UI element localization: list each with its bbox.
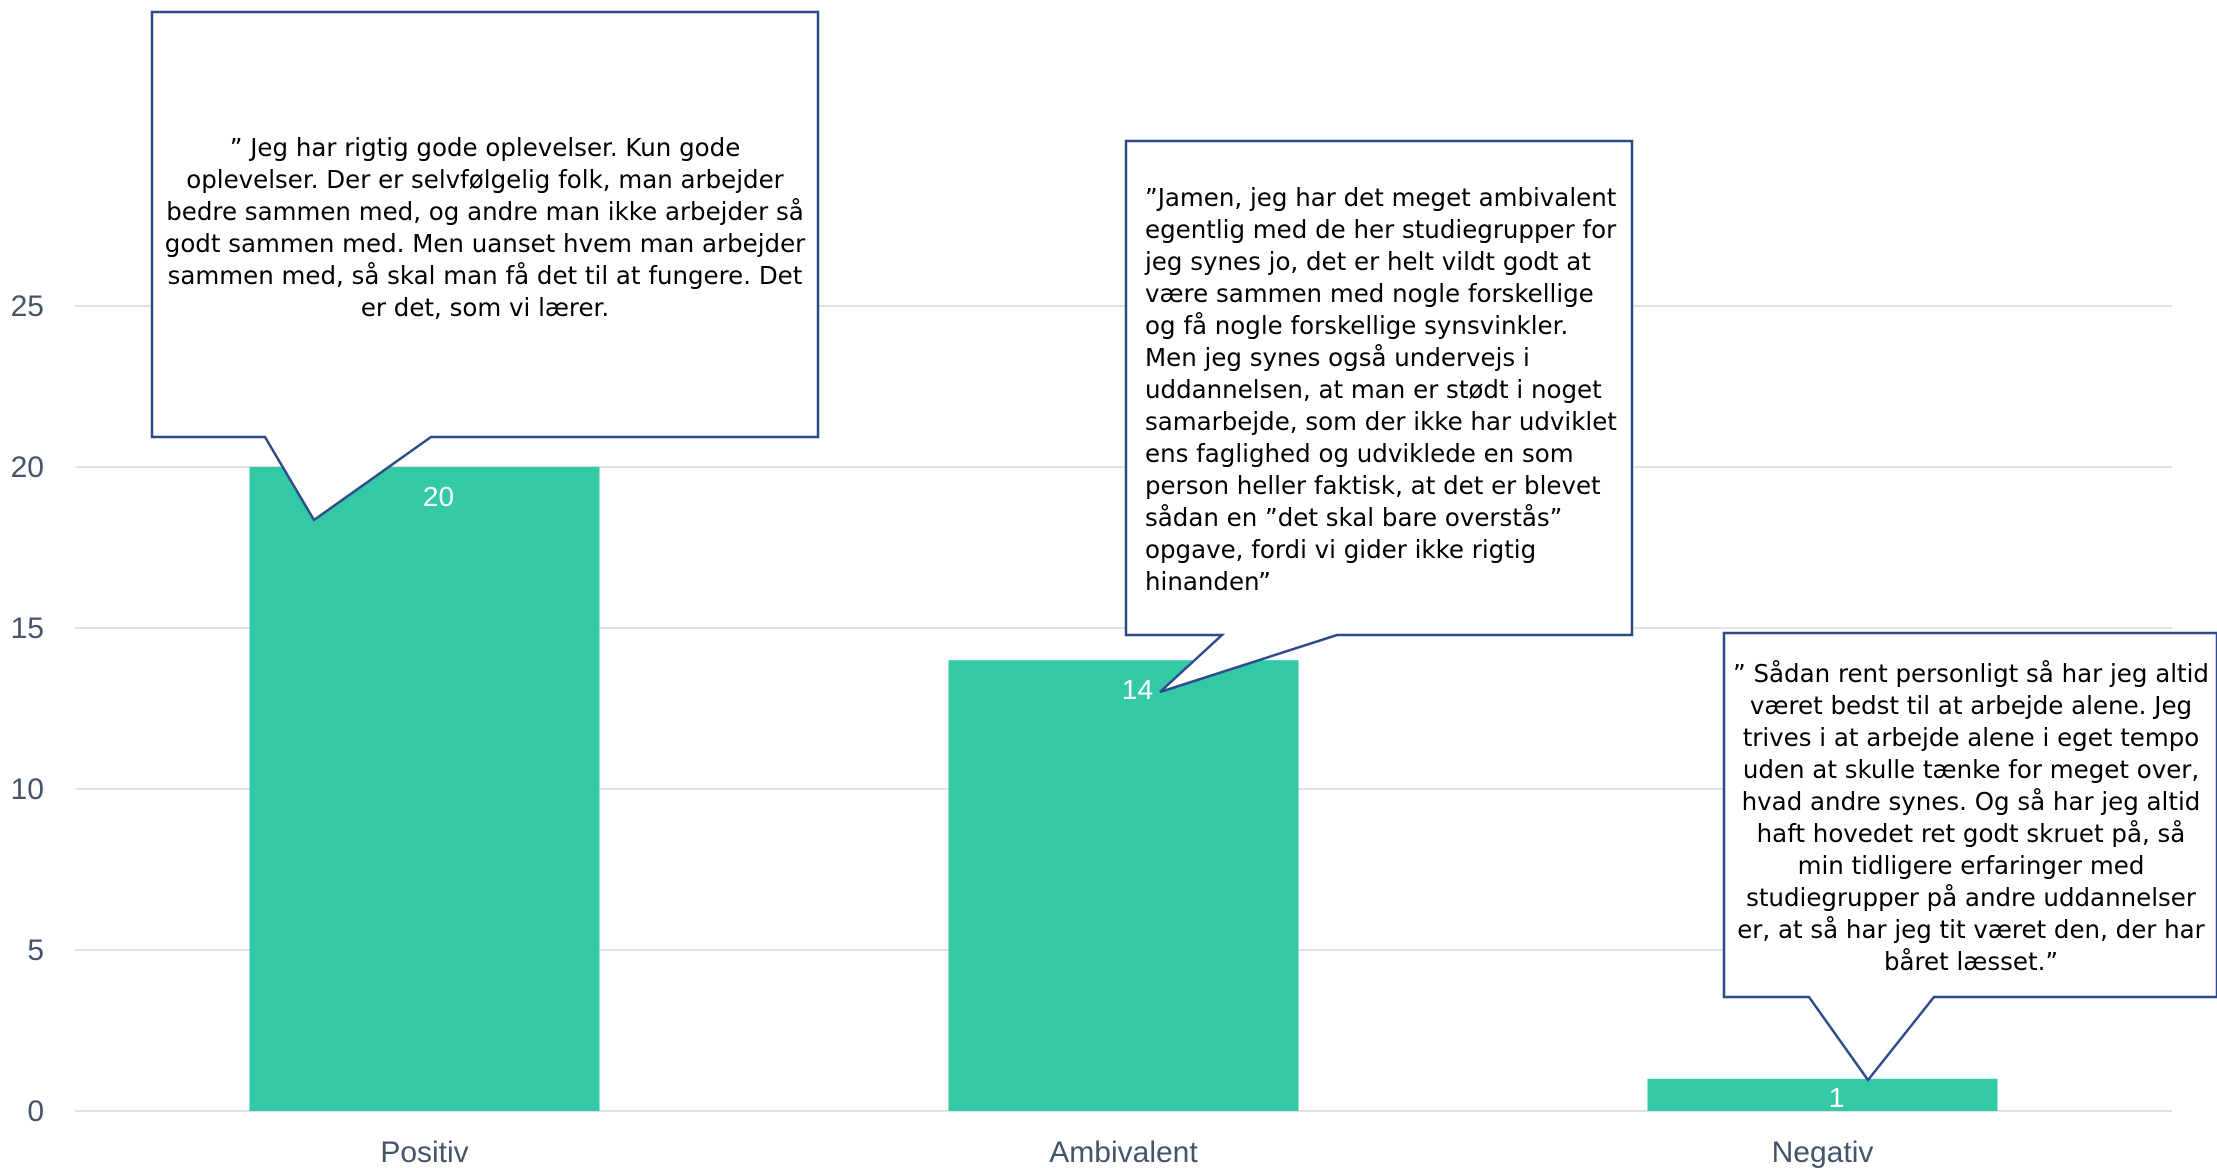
y-tick-label: 25 — [11, 290, 44, 323]
y-tick-label: 5 — [27, 934, 44, 967]
bar-positiv — [249, 467, 600, 1111]
callout-line: ” Sådan rent personligt så har jeg altid — [1733, 659, 2209, 688]
callout-line: opgave, fordi vi gider ikke rigtig — [1145, 535, 1537, 564]
callout-negativ: ” Sådan rent personligt så har jeg altid… — [1726, 658, 2216, 978]
callout-line: ” Jeg har rigtig gode oplevelser. Kun go… — [229, 133, 741, 162]
callout-line: ens faglighed og udviklede en som — [1145, 439, 1574, 468]
callout-line: studiegrupper på andre uddannelser — [1746, 883, 2196, 912]
data-labels: 20 14 1 — [423, 481, 1844, 1113]
callout-line: trives i at arbejde alene i eget tempo — [1742, 723, 2200, 752]
callout-line: godt sammen med. Men uanset hvem man arb… — [164, 229, 806, 258]
data-label: 1 — [1829, 1082, 1845, 1113]
bar-ambivalent — [948, 660, 1299, 1111]
callout-positiv: ” Jeg har rigtig gode oplevelser. Kun go… — [152, 132, 818, 324]
y-tick-label: 20 — [11, 451, 44, 484]
callout-line: samarbejde, som der ikke har udviklet — [1145, 407, 1617, 436]
callout-bubble-ambivalent — [1124, 139, 1634, 694]
callout-ambivalent: ”Jamen, jeg har det meget ambivalent egen… — [1145, 182, 1625, 598]
callout-line: oplevelser. Der er selvfølgelig folk, ma… — [186, 165, 784, 194]
callout-line: ”Jamen, jeg har det meget ambivalent — [1145, 183, 1617, 212]
callout-line: sådan en ”det skal bare overstås” — [1145, 503, 1563, 532]
callout-line: hinanden” — [1145, 567, 1271, 596]
x-tick-label: Positiv — [380, 1136, 468, 1168]
callout-line: været bedst til at arbejde alene. Jeg — [1749, 691, 2193, 720]
y-tick-label: 10 — [11, 773, 44, 806]
y-tick-label: 15 — [11, 612, 44, 645]
callout-bubble-positiv — [150, 10, 820, 522]
callout-line: være sammen med nogle forskellige — [1145, 279, 1594, 308]
callout-line: egentlig med de her studiegrupper for — [1145, 215, 1617, 244]
x-tick-label: Ambivalent — [1049, 1136, 1198, 1168]
callout-line: og få nogle forskellige synsvinkler. — [1145, 311, 1569, 340]
callout-line: min tidligere erfaringer med — [1797, 851, 2145, 880]
bars — [249, 467, 1998, 1111]
callout-line: sammen med, så skal man få det til at fu… — [167, 261, 803, 290]
callout-line: er det, som vi lærer. — [360, 293, 610, 322]
x-axis-ticks: Positiv Ambivalent Negativ — [380, 1136, 1873, 1168]
callout-line: person heller faktisk, at det er blevet — [1145, 471, 1601, 500]
callout-line: uddannelsen, at man er stødt i noget — [1145, 375, 1602, 404]
y-tick-label: 0 — [27, 1095, 44, 1128]
callout-line: uden at skulle tænke for meget over, — [1742, 755, 2200, 784]
callout-line: er, at så har jeg tit været den, der har — [1737, 915, 2205, 944]
callout-line: hvad andre synes. Og så har jeg altid — [1741, 787, 2201, 816]
y-axis-ticks: 0 5 10 15 20 25 — [11, 290, 44, 1128]
callout-line: Men jeg synes også undervejs i — [1145, 343, 1530, 372]
callout-line: båret læsset.” — [1883, 947, 2059, 976]
callout-shapes — [150, 10, 2217, 1083]
callout-bubble-negativ — [1722, 631, 2217, 1083]
callout-line: bedre sammen med, og andre man ikke arbe… — [166, 197, 804, 226]
bar-negativ — [1647, 1078, 1998, 1111]
callout-line: haft hovedet ret godt skruet på, så — [1756, 819, 2186, 848]
data-label: 20 — [423, 481, 454, 512]
data-label: 14 — [1122, 674, 1153, 705]
callout-line: jeg synes jo, det er helt vildt godt at — [1145, 247, 1591, 276]
x-tick-label: Negativ — [1772, 1136, 1874, 1168]
